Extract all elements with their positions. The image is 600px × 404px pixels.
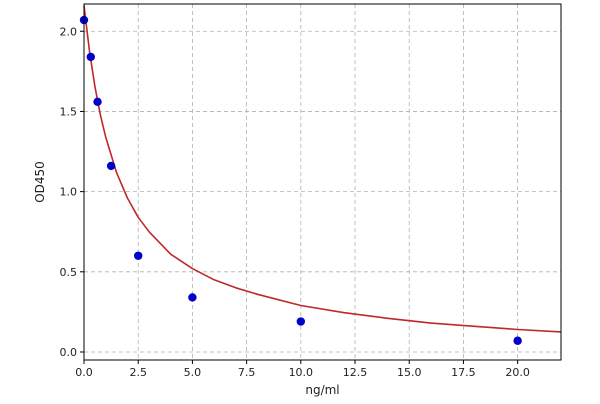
- plot-area-frame: [83, 3, 562, 361]
- x-axis-title: ng/ml: [305, 383, 339, 397]
- y-tick-label: 0.5: [60, 266, 78, 279]
- y-tick-label: 0.0: [60, 346, 78, 359]
- y-tick-label: 2.0: [60, 25, 78, 38]
- x-tick-label: 10.0: [289, 366, 314, 379]
- x-tick-label: 2.5: [129, 366, 147, 379]
- y-axis-title: OD450: [33, 161, 47, 203]
- x-tick-label: 7.5: [238, 366, 256, 379]
- data-point: [134, 251, 143, 260]
- y-tick-label: 1.0: [60, 186, 78, 199]
- data-point: [188, 293, 197, 302]
- y-axis-ticks: 0.0 0.5 1.0 1.5 2.0: [60, 25, 84, 359]
- data-point: [296, 317, 306, 326]
- data-point: [106, 161, 116, 171]
- x-tick-label: 0.0: [75, 366, 93, 379]
- x-tick-label: 5.0: [184, 366, 202, 379]
- data-point: [86, 52, 95, 62]
- x-tick-label: 20.0: [505, 366, 530, 379]
- data-point: [513, 336, 522, 345]
- x-axis-ticks: 0.0 2.5 5.0 7.5 10.0 12.5 15.0 17.5 20.0: [75, 360, 530, 379]
- x-tick-label: 12.5: [343, 366, 368, 379]
- fit-curve: [83, 5, 562, 333]
- grid-lines: [83, 4, 561, 360]
- x-tick-label: 17.5: [451, 366, 476, 379]
- y-tick-label: 1.5: [60, 105, 78, 118]
- fit-curve-layer: [83, 5, 562, 333]
- x-tick-label: 15.0: [397, 366, 422, 379]
- data-point: [93, 97, 102, 107]
